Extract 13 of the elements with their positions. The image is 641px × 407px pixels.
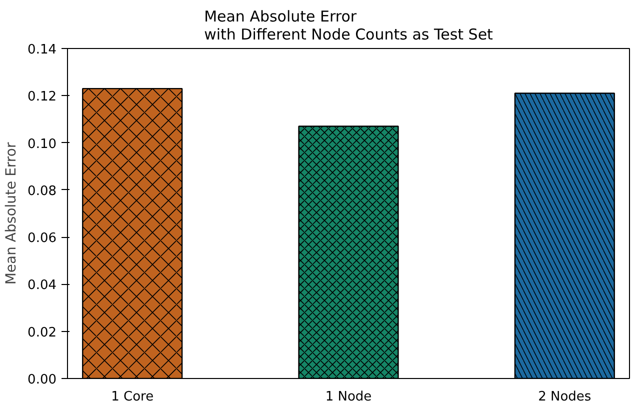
x-tick-label: 1 Node xyxy=(325,390,372,404)
y-axis-title: Mean Absolute Error xyxy=(4,142,20,285)
y-tick-label: 0.12 xyxy=(28,90,57,105)
y-tick-label: 0.00 xyxy=(28,372,57,388)
y-tick-label: 0.02 xyxy=(28,325,57,340)
y-tick-label: 0.08 xyxy=(28,184,57,199)
chart-title: Mean Absolute Error with Different Node Counts as Test Set xyxy=(204,8,494,44)
x-tick-label: 1 Core xyxy=(111,390,154,404)
y-tick-label: 0.04 xyxy=(28,278,57,294)
y-tick-label: 0.10 xyxy=(28,136,57,152)
y-tick-label: 0.14 xyxy=(28,42,57,58)
x-tick-label: 2 Nodes xyxy=(538,390,592,404)
y-tick-label: 0.06 xyxy=(28,231,57,246)
